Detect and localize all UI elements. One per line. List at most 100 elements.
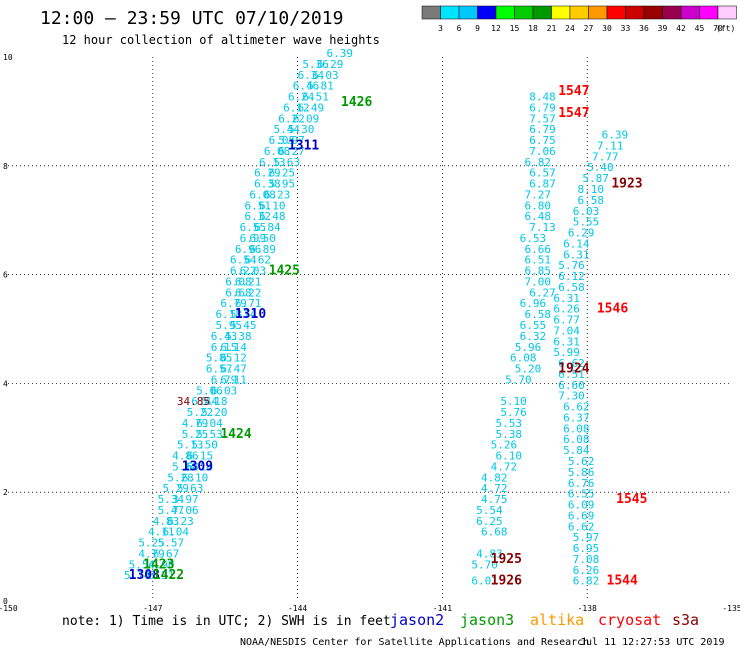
- data-point: 5.06: [196, 384, 223, 397]
- data-point: 7.27: [524, 188, 551, 201]
- data-point: 6.10: [182, 471, 209, 484]
- satellite-label: s3a: [672, 611, 699, 629]
- data-point: 6.10: [259, 199, 286, 212]
- data-point: 6.55: [520, 319, 547, 332]
- data-point: 7.11: [597, 139, 624, 152]
- data-point: 6.29: [317, 58, 344, 71]
- data-point: 6.57: [529, 167, 556, 180]
- data-point: 6.14: [220, 341, 247, 354]
- data-point: 6.84: [254, 221, 281, 234]
- satellite-label: cryosat: [598, 611, 661, 629]
- data-point: 6.39: [327, 47, 354, 60]
- data-point: 6.85: [524, 265, 551, 278]
- data-point: 5.96: [515, 341, 542, 354]
- data-point: 6.47: [220, 363, 247, 376]
- data-point: 6.66: [524, 243, 551, 256]
- data-point: 5.45: [230, 319, 257, 332]
- data-points: 5.746.515.544.904.796.675.255.574.116.04…: [124, 47, 628, 588]
- data-point: 6.24: [288, 91, 315, 104]
- data-point: 6.71: [235, 297, 262, 310]
- pass-label: 1923: [611, 177, 642, 192]
- data-point: 5.81: [307, 80, 334, 93]
- pass-label: 1308: [129, 568, 160, 583]
- data-point: 6.22: [235, 286, 262, 299]
- data-point: 7.08: [573, 553, 600, 566]
- colorbar-swatch: [514, 5, 534, 20]
- data-point: 6.62: [558, 357, 585, 370]
- data-point: 6.22: [278, 112, 305, 125]
- colorbar-label: 12: [491, 24, 501, 33]
- data-point: 6.60: [558, 379, 585, 392]
- data-point: 6.08: [225, 275, 252, 288]
- footer-credit: NOAA/NESDIS Center for Satellite Applica…: [240, 637, 589, 648]
- colorbar-swatch: [532, 5, 552, 20]
- data-point: 6.87: [529, 178, 556, 191]
- data-point: 6.08: [563, 433, 590, 446]
- data-point: 6.04: [196, 417, 223, 430]
- colorbar-swatch: [588, 5, 608, 20]
- data-point: 5.76: [558, 259, 585, 272]
- data-point: 6.08: [510, 352, 537, 365]
- y-tick-label: 0: [3, 597, 8, 606]
- data-point: 5.30: [288, 123, 315, 136]
- data-point: 6.08: [563, 422, 590, 435]
- pass-label: 1544: [607, 574, 638, 589]
- pass-label: 1546: [597, 302, 628, 317]
- colorbar-legend: 3 6 9 12 15 18 21 24 27 30 33 36 39 42 45 70(ft): [421, 5, 737, 33]
- data-point: 6.25: [476, 515, 503, 528]
- data-point: 6.96: [520, 297, 547, 310]
- data-point: 5.55: [573, 216, 600, 229]
- y-tick-label: 8: [3, 162, 8, 171]
- data-point: 5.22: [187, 406, 214, 419]
- data-point: 6.48: [524, 210, 551, 223]
- data-point: 5.20: [515, 363, 542, 376]
- data-point: 6.11: [220, 373, 247, 386]
- data-point: 5.20: [201, 406, 228, 419]
- data-point: 5.74: [124, 569, 151, 582]
- pass-label: 1924: [558, 362, 589, 377]
- pass-label: 1547: [558, 84, 589, 99]
- satellite-label: jason3: [460, 611, 514, 629]
- x-tick-label: -147: [143, 604, 162, 613]
- data-point: 5.62: [568, 455, 595, 468]
- data-point: 6.25: [269, 167, 296, 180]
- pass-label: 1423: [143, 557, 174, 572]
- colorbar-swatch: [458, 5, 478, 20]
- data-point: 5.53: [495, 417, 522, 430]
- data-point: 5.63: [273, 156, 300, 169]
- data-point: 6.14: [187, 460, 214, 473]
- data-point: 6.96: [235, 243, 262, 256]
- data-point: 5.54: [129, 558, 156, 571]
- data-point: 5.53: [196, 428, 223, 441]
- colorbar-label: 30: [602, 24, 612, 33]
- pass-label: 1545: [616, 492, 647, 507]
- pass-label: 1424: [220, 427, 251, 442]
- data-point: 5.97: [278, 134, 305, 147]
- data-point: 6.39: [602, 129, 629, 142]
- data-point: 6.29: [254, 167, 281, 180]
- data-point: 6.79: [529, 101, 556, 114]
- data-point: 6.13: [259, 156, 286, 169]
- colorbar-label: 36: [639, 24, 649, 33]
- satellite-legend: jason2 jason3 altika cryosat s3a: [390, 611, 699, 629]
- x-tick-label: -138: [578, 604, 597, 613]
- pass-label: 1422: [153, 568, 184, 583]
- colorbar-swatch: [699, 5, 719, 20]
- data-point: 4.79: [182, 417, 209, 430]
- satellite-label: altika: [530, 611, 584, 629]
- data-point: 6.62: [568, 520, 595, 533]
- chart-title: 12:00 — 23:59 UTC 07/10/2019: [40, 8, 343, 29]
- data-point: 5.25: [138, 537, 165, 550]
- data-point: 4.75: [481, 493, 508, 506]
- colorbar-swatch: [625, 5, 645, 20]
- x-tick-label: -135: [722, 604, 740, 613]
- grid-lines: [8, 57, 732, 601]
- data-point: 5.44: [273, 123, 300, 136]
- data-point: 4.79: [138, 547, 165, 560]
- data-point: 6.29: [568, 227, 595, 240]
- data-point: 6.79: [211, 373, 238, 386]
- colorbar-swatch: [680, 5, 700, 20]
- data-point: 6.54: [230, 254, 257, 267]
- data-point: 6.51: [148, 569, 175, 582]
